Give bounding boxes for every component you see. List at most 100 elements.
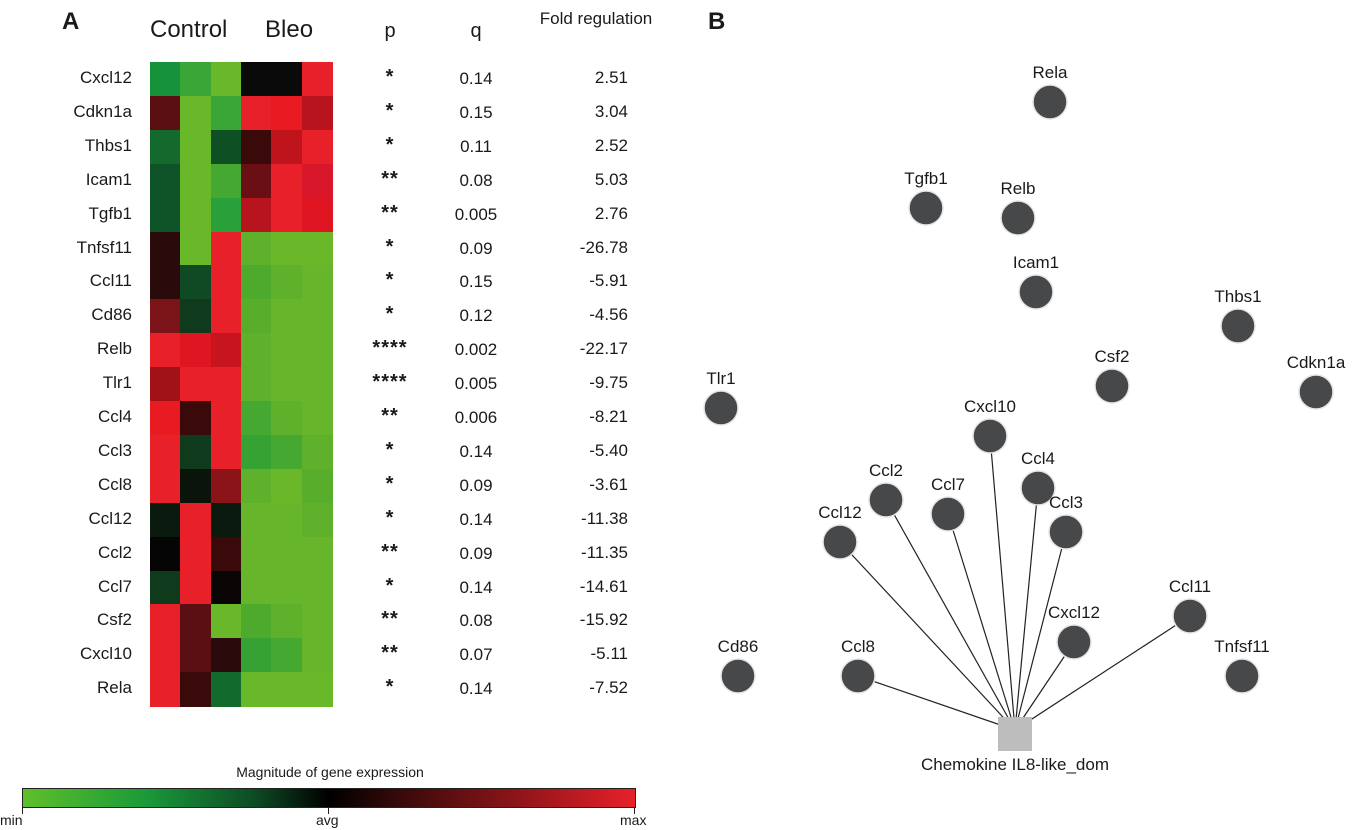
heatmap-cell — [301, 434, 333, 470]
p-value: **** — [372, 337, 408, 360]
gene-node-cxcl12[interactable] — [1056, 624, 1092, 660]
heatmap-cell — [180, 367, 212, 402]
heatmap-cell — [240, 95, 272, 131]
q-value: 0.006 — [454, 408, 498, 427]
heatmap-cell — [301, 163, 333, 199]
heatmap-cell — [180, 638, 212, 673]
gene-node-csf2[interactable] — [1094, 368, 1130, 404]
p-value: ** — [381, 405, 399, 427]
fold-regulation-header: Fold regulation — [539, 9, 653, 28]
heatmap-cell — [271, 299, 303, 334]
hub-label: Chemokine IL8-like_dom — [921, 755, 1109, 774]
fold-value: -9.75 — [589, 373, 628, 393]
p-value: ** — [381, 642, 399, 665]
gene-node-thbs1[interactable] — [1220, 308, 1256, 344]
heatmap-cell — [271, 62, 303, 97]
gene-node-tlr1[interactable] — [703, 390, 739, 426]
heatmap-cell — [271, 672, 303, 707]
gene-node-label: Tlr1 — [706, 369, 735, 388]
heatmap-cell — [210, 434, 242, 470]
p-value: * — [385, 235, 395, 258]
gene-node-ccl11[interactable] — [1172, 598, 1208, 634]
edge-ccl12-hub — [839, 541, 1016, 731]
heatmap-cell — [150, 672, 181, 707]
gene-node-cdkn1a[interactable] — [1298, 374, 1334, 410]
heatmap-cell — [271, 231, 303, 266]
p-value: * — [385, 133, 395, 156]
gene-node-rela[interactable] — [1032, 84, 1068, 120]
heatmap-cell — [240, 570, 272, 605]
gene-label: Cxcl10 — [80, 644, 132, 664]
gene-node-ccl2[interactable] — [868, 482, 904, 518]
gene-node-label: Ccl11 — [1169, 577, 1211, 596]
q-value: 0.005 — [454, 374, 498, 394]
heatmap-cell — [210, 163, 242, 199]
p-value: * — [385, 66, 395, 88]
gene-node-label: Relb — [1001, 179, 1036, 198]
gene-node-ccl12[interactable] — [822, 524, 858, 560]
edge-ccl3-hub — [1014, 531, 1067, 731]
heatmap-cell — [240, 333, 272, 368]
fold-value: -8.21 — [589, 407, 628, 426]
heatmap-cell — [271, 536, 303, 572]
gene-node-label: Ccl4 — [1021, 449, 1055, 468]
gene-node-label: Ccl2 — [869, 461, 903, 480]
heatmap-cell — [150, 163, 181, 199]
heatmap-cell — [150, 129, 181, 165]
heatmap-cell — [150, 333, 181, 368]
fold-value: -5.40 — [589, 440, 628, 460]
heatmap-cell — [240, 536, 272, 572]
heatmap-cell — [180, 502, 212, 538]
heatmap-cell — [240, 231, 272, 266]
gene-node-icam1[interactable] — [1018, 274, 1054, 310]
gene-node-tgfb1[interactable] — [908, 190, 944, 226]
heatmap-cell — [301, 62, 333, 97]
heatmap-cell — [210, 502, 242, 538]
q-value: 0.14 — [459, 441, 493, 461]
gene-node-ccl4[interactable] — [1020, 470, 1056, 506]
gene-node-label: Cd86 — [718, 637, 759, 656]
heatmap-cell — [180, 333, 212, 368]
heatmap-cell — [301, 265, 333, 300]
q-value: 0.08 — [459, 170, 493, 190]
heatmap-cell — [271, 570, 303, 605]
heatmap-cell — [240, 672, 272, 707]
gene-label: Ccl7 — [97, 576, 132, 596]
heatmap-cell — [271, 434, 303, 470]
gene-node-ccl7[interactable] — [930, 496, 966, 532]
gene-label: Cxcl12 — [80, 68, 132, 87]
gene-node-ccl3[interactable] — [1048, 514, 1084, 550]
legend-title: Magnitude of gene expression — [236, 764, 424, 780]
gene-node-label: Csf2 — [1095, 347, 1130, 366]
heatmap-cell — [210, 367, 242, 402]
gene-node-cxcl10[interactable] — [972, 418, 1008, 454]
q-value: 0.005 — [454, 204, 498, 224]
heatmap-cell — [210, 604, 242, 639]
fold-value: 3.04 — [594, 101, 628, 121]
fold-value: -11.35 — [581, 542, 628, 562]
heatmap-cell — [150, 367, 181, 402]
gene-node-ccl8[interactable] — [840, 658, 876, 694]
heatmap-cell — [301, 672, 333, 707]
heatmap-cell — [240, 468, 272, 504]
fold-value: -5.11 — [590, 644, 629, 664]
heatmap-cell — [301, 468, 333, 504]
gene-node-cd86[interactable] — [720, 658, 756, 694]
heatmap-cell — [210, 265, 242, 300]
heatmap-cell — [301, 197, 333, 233]
heatmap-cell — [301, 502, 333, 538]
gene-node-tnfsf11[interactable] — [1224, 658, 1260, 694]
control-group-header: Control — [150, 16, 228, 43]
heatmap-cell — [180, 401, 212, 436]
heatmap-cell — [180, 604, 212, 639]
heatmap-cell — [150, 638, 181, 673]
heatmap-cell — [180, 299, 212, 334]
heatmap-cell — [271, 333, 303, 368]
heatmap-cell — [150, 570, 181, 605]
panel-a-letter: A — [62, 8, 80, 35]
gene-label: Relb — [97, 339, 132, 359]
legend-tick-min — [22, 807, 23, 814]
p-value: * — [385, 574, 395, 597]
heatmap-cell — [180, 197, 212, 233]
gene-node-relb[interactable] — [1000, 200, 1036, 236]
